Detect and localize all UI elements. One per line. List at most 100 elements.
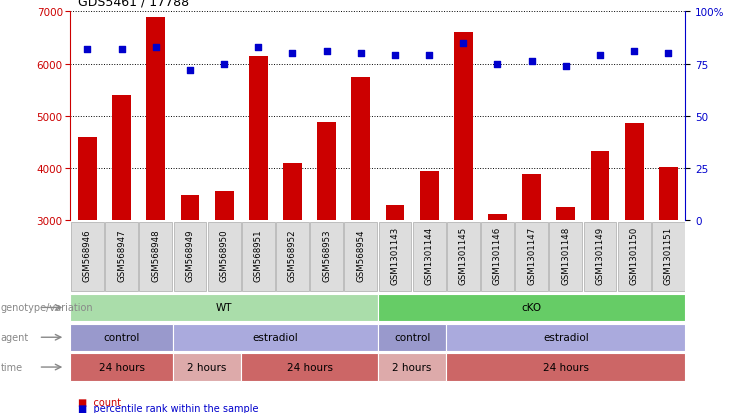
FancyBboxPatch shape [70,324,173,351]
Point [355,51,367,57]
FancyBboxPatch shape [242,354,378,381]
FancyBboxPatch shape [173,354,242,381]
Text: ■  count: ■ count [78,397,121,407]
Point [82,47,93,53]
Text: control: control [394,332,431,342]
Text: GSM568947: GSM568947 [117,229,126,282]
Point [628,49,640,55]
Bar [317,123,336,221]
Text: GSM568951: GSM568951 [254,229,263,282]
FancyBboxPatch shape [447,222,479,292]
FancyBboxPatch shape [276,222,309,292]
Point [423,53,435,59]
Text: WT: WT [216,303,233,313]
Bar [419,171,439,221]
FancyBboxPatch shape [378,294,685,321]
Bar [249,57,268,221]
FancyBboxPatch shape [378,354,446,381]
Point [457,40,469,47]
Text: GSM1301144: GSM1301144 [425,226,433,284]
Text: GSM1301149: GSM1301149 [596,226,605,284]
FancyBboxPatch shape [446,354,685,381]
Point [184,67,196,74]
FancyBboxPatch shape [310,222,343,292]
Text: GSM1301151: GSM1301151 [664,226,673,284]
Text: GSM568954: GSM568954 [356,229,365,282]
FancyBboxPatch shape [652,222,685,292]
FancyBboxPatch shape [345,222,377,292]
FancyBboxPatch shape [446,324,685,351]
Point [526,59,538,66]
Point [560,63,572,70]
Bar [78,137,97,221]
Bar [591,152,609,221]
Text: GSM568948: GSM568948 [151,229,160,282]
FancyBboxPatch shape [242,222,275,292]
Text: GSM1301150: GSM1301150 [630,226,639,284]
Text: GSM568950: GSM568950 [219,229,229,282]
Text: GSM1301146: GSM1301146 [493,226,502,284]
Bar [112,96,131,221]
Bar [556,207,575,221]
FancyBboxPatch shape [139,222,172,292]
FancyBboxPatch shape [549,222,582,292]
Text: genotype/variation: genotype/variation [1,303,93,313]
Text: GSM568952: GSM568952 [288,229,297,282]
Text: GSM1301145: GSM1301145 [459,226,468,284]
Bar [283,163,302,221]
FancyBboxPatch shape [515,222,548,292]
Point [253,45,265,51]
Bar [351,78,370,221]
Text: cKO: cKO [522,303,542,313]
Point [389,53,401,59]
FancyBboxPatch shape [173,324,378,351]
Bar [454,33,473,221]
Text: ■  percentile rank within the sample: ■ percentile rank within the sample [78,403,259,413]
FancyBboxPatch shape [105,222,138,292]
FancyBboxPatch shape [618,222,651,292]
Point [491,61,503,68]
Text: GSM568949: GSM568949 [185,229,194,281]
Point [321,49,333,55]
FancyBboxPatch shape [70,294,378,321]
Bar [659,167,678,221]
Text: agent: agent [1,332,29,342]
Text: GSM1301148: GSM1301148 [562,226,571,284]
Text: estradiol: estradiol [253,332,299,342]
Text: 24 hours: 24 hours [287,362,333,372]
Text: GDS5461 / 17788: GDS5461 / 17788 [78,0,189,8]
FancyBboxPatch shape [173,222,207,292]
Point [594,53,606,59]
FancyBboxPatch shape [413,222,445,292]
Bar [522,175,541,221]
FancyBboxPatch shape [71,222,104,292]
Text: 24 hours: 24 hours [543,362,589,372]
Point [218,61,230,68]
Bar [385,206,405,221]
Text: GSM568953: GSM568953 [322,229,331,282]
Point [150,45,162,51]
Bar [488,214,507,221]
Point [116,47,127,53]
Bar [147,18,165,221]
Text: time: time [1,362,23,372]
Text: control: control [104,332,140,342]
FancyBboxPatch shape [584,222,617,292]
Text: 24 hours: 24 hours [99,362,144,372]
Text: estradiol: estradiol [543,332,588,342]
Point [287,51,299,57]
FancyBboxPatch shape [379,222,411,292]
Bar [215,191,233,221]
FancyBboxPatch shape [207,222,241,292]
Text: GSM568946: GSM568946 [83,229,92,282]
FancyBboxPatch shape [481,222,514,292]
Text: 2 hours: 2 hours [393,362,432,372]
FancyBboxPatch shape [378,324,446,351]
Bar [625,123,644,221]
Text: GSM1301147: GSM1301147 [527,226,536,284]
Point [662,51,674,57]
FancyBboxPatch shape [70,354,173,381]
Bar [181,196,199,221]
Text: 2 hours: 2 hours [187,362,227,372]
Text: GSM1301143: GSM1301143 [391,226,399,284]
